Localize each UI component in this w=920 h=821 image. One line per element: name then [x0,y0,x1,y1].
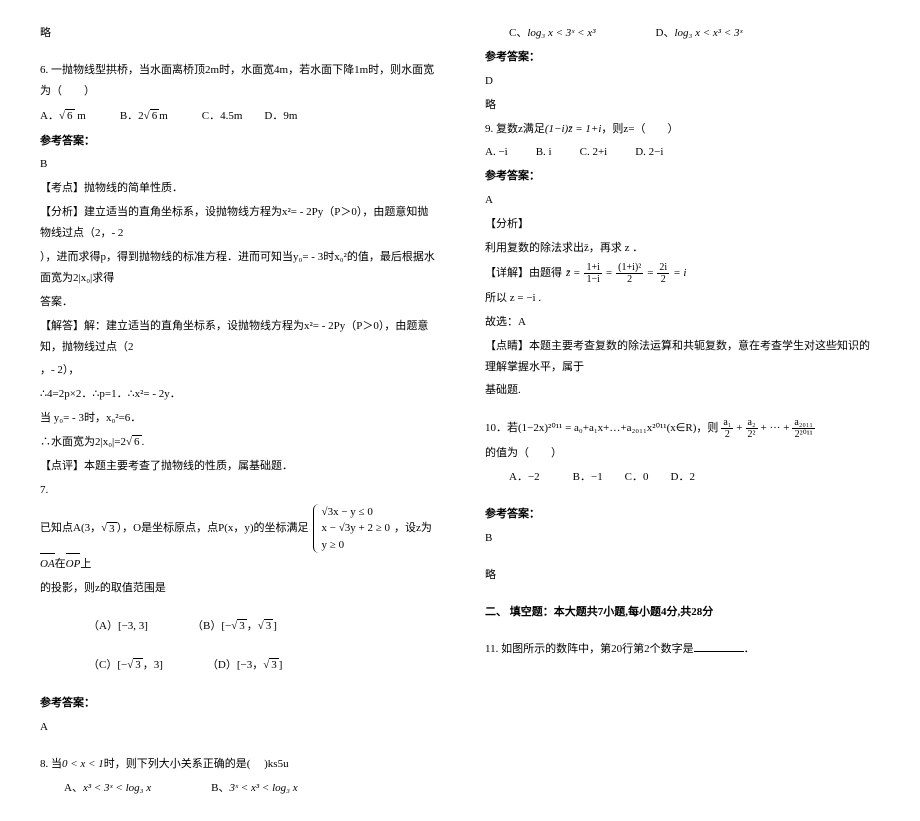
ans6: B [40,154,435,175]
q6-solve-1: 【解答】解：建立适当的直角坐标系，设抛物线方程为x²= - 2Py（P＞0），由… [40,316,435,358]
q10-options: A．−2 B．−1 C．0 D．2 [485,467,880,488]
lue10: 略 [485,565,880,586]
q7-num: 7. [40,480,435,501]
q6-opt-a: A．6 m [40,106,86,127]
q6-analysis-1: 【分析】建立适当的直角坐标系，设抛物线方程为x²= - 2Py（P＞0），由题意… [40,202,435,244]
q8-options-cd: C、log₃ x < 3ˣ < x³ D、log₃ x < x³ < 3ˣ [485,23,880,44]
lue8: 略 [485,95,880,116]
q9-options: A. −i B. i C. 2+i D. 2−i [485,142,880,163]
q11-blank[interactable] [694,641,744,652]
q6-analysis-2: ），进而求得p，得到抛物线的标准方程．进而可知当y₀= - 3时x₀²的值，最后… [40,247,435,289]
q9-xj: 【详解】由题得 z̄ = 1+i1−i = (1+i)²2 = 2i2 = i [485,262,880,285]
q8-opt-b: B、3ˣ < x³ < log₃ x [211,778,298,799]
ans9: A [485,190,880,211]
q9-opt-b: B. i [536,142,552,163]
q7-opt-a: （A）[−3, 3] [88,616,148,637]
q7-stem-2: 的投影，则z的取值范围是 [40,578,435,599]
q6-solve-5: ∴水面宽为2|x₀|=26. [40,432,435,453]
q7-options-row2: （C）[−3，3] （D）[−3，3] [40,655,435,676]
section-2-heading: 二、 填空题：本大题共7小题,每小题4分,共28分 [485,602,880,623]
ans7: A [40,717,435,738]
q7-opt-c: （C）[−3，3] [88,655,163,676]
q8-stem: 8. 当0 < x < 1时，则下列大小关系正确的是( )ks5u [40,754,435,775]
q7-options-row1: （A）[−3, 3] （B）[−3，3] [40,616,435,637]
q9-stem: 9. 复数z满足(1−i)z̄ = 1+i，则z=（ ） [485,119,880,140]
q7-system: √3x − y ≤ 0 x − √3y + 2 ≥ 0 y ≥ 0 [313,504,390,554]
q9-fx-text: 利用复数的除法求出z̄，再求 z ． [485,238,880,259]
ref-label: 参考答案： [40,131,435,152]
q8-opt-a: A、x³ < 3ˣ < log₃ x [64,778,151,799]
q8-opt-d: D、log₃ x < x³ < 3ˣ [656,23,743,44]
q7-stem: 已知点A(3，3），O是坐标原点，点P(x，y)的坐标满足 √3x − y ≤ … [40,504,435,575]
q6-opt-b: B．26m [120,106,168,127]
q9-dj1: 【点睛】本题主要考查复数的除法运算和共轭复数，意在考查学生对这些知识的理解掌握水… [485,336,880,378]
ans8: D [485,71,880,92]
q6-solve-3: ∴4=2p×2．∴p=1．∴x²= - 2y． [40,384,435,405]
ref-label-10: 参考答案： [485,504,880,525]
q9-opt-d: D. 2−i [635,142,663,163]
q6-options: A．6 m B．26m C．4.5m D．9m [40,106,435,127]
q8-opt-c: C、log₃ x < 3ˣ < x³ [509,23,596,44]
q9-opt-a: A. −i [485,142,508,163]
q6-solve-2: ，- 2）， [40,360,435,381]
q7-opt-d: （D）[−3，3] [207,655,283,676]
q9-opt-c: C. 2+i [580,142,608,163]
q9-soyi: 所以 z = −i . [485,288,880,309]
ref-label-7: 参考答案： [40,693,435,714]
q9-dj2: 基础题. [485,380,880,401]
q6-point: 【考点】抛物线的简单性质． [40,178,435,199]
q8-options-ab: A、x³ < 3ˣ < log₃ x B、3ˣ < x³ < log₃ x [40,778,435,799]
q6-solve-4: 当 y₀= - 3时，x₀²=6． [40,408,435,429]
q7-opt-b: （B）[−3，3] [192,616,277,637]
q6-stem: 6. 一抛物线型拱桥，当水面离桥顶2m时，水面宽4m，若水面下降1m时，则水面宽… [40,60,435,102]
ref-label-8: 参考答案： [485,47,880,68]
q11-stem: 11. 如图所示的数阵中，第20行第2个数字是． [485,639,880,660]
q9-fx: 【分析】 [485,214,880,235]
q9-gx: 故选：A [485,312,880,333]
q10-stem: 10．若(1−2x)²⁰¹¹ = a₀+a₁x+…+a₂₀₁₁x²⁰¹¹(x∈R… [485,417,880,464]
q6-opt-cd: C．4.5m D．9m [202,106,298,127]
ans10: B [485,528,880,549]
text-lue: 略 [40,23,435,44]
q6-analysis-3: 答案． [40,292,435,313]
q6-review: 【点评】本题主要考查了抛物线的性质，属基础题． [40,456,435,477]
ref-label-9: 参考答案： [485,166,880,187]
